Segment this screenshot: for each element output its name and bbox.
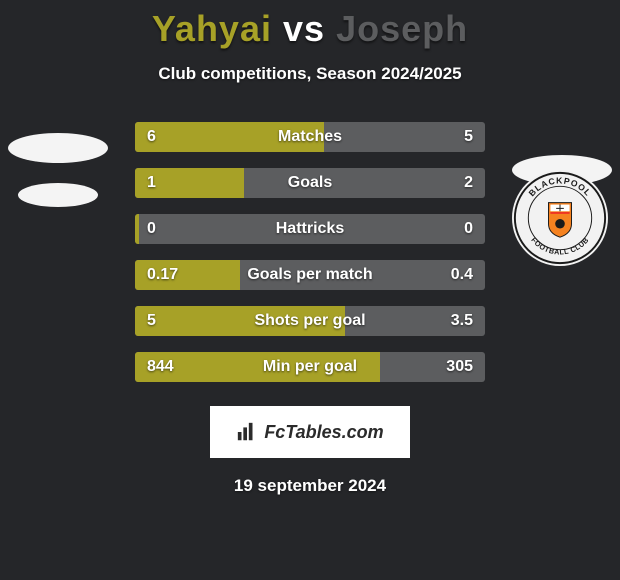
date-text: 19 september 2024 bbox=[0, 476, 620, 496]
footer: FcTables.com 19 september 2024 bbox=[0, 392, 620, 496]
bar-track bbox=[135, 260, 485, 290]
stat-row: 844305Min per goal bbox=[135, 352, 485, 382]
stat-row: 65Matches bbox=[135, 122, 485, 152]
player1-logo-area bbox=[8, 120, 108, 220]
title-player1: Yahyai bbox=[152, 8, 272, 49]
bar-left-fill bbox=[135, 168, 244, 198]
placeholder-ellipse-icon bbox=[18, 183, 98, 207]
bar-left-fill bbox=[135, 306, 345, 336]
stat-row: 0.170.4Goals per match bbox=[135, 260, 485, 290]
placeholder-ellipse-icon bbox=[8, 133, 108, 163]
bar-track bbox=[135, 122, 485, 152]
title-vs: vs bbox=[283, 8, 325, 49]
subtitle: Club competitions, Season 2024/2025 bbox=[0, 64, 620, 84]
stat-row: 00Hattricks bbox=[135, 214, 485, 244]
comparison-card: Yahyai vs Joseph Club competitions, Seas… bbox=[0, 0, 620, 580]
bar-left-fill bbox=[135, 214, 139, 244]
stat-row: 53.5Shots per goal bbox=[135, 306, 485, 336]
stat-bars: 65Matches 12Goals 00Hattricks 0.170.4Goals … bbox=[135, 122, 485, 398]
page-title: Yahyai vs Joseph bbox=[0, 0, 620, 50]
stat-row: 12Goals bbox=[135, 168, 485, 198]
bar-left-fill bbox=[135, 260, 240, 290]
bar-track bbox=[135, 168, 485, 198]
watermark-text: FcTables.com bbox=[264, 422, 383, 443]
bar-track bbox=[135, 352, 485, 382]
chart-icon bbox=[236, 421, 258, 443]
club-badge-icon: BLACKPOOL FOOTBALL CLUB bbox=[512, 170, 608, 266]
bar-left-fill bbox=[135, 122, 324, 152]
bar-track bbox=[135, 306, 485, 336]
bar-track bbox=[135, 214, 485, 244]
bar-left-fill bbox=[135, 352, 380, 382]
watermark-badge: FcTables.com bbox=[210, 406, 410, 458]
title-player2: Joseph bbox=[336, 8, 468, 49]
